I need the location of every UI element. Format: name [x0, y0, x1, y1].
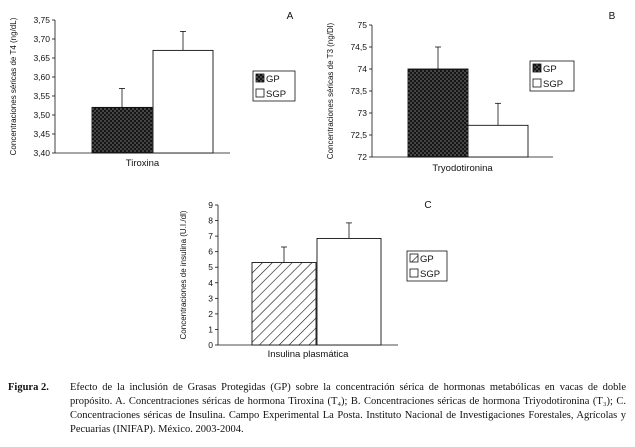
x-axis-label: Tiroxina — [126, 158, 160, 169]
y-tick-label: 3,55 — [33, 91, 50, 101]
y-tick-label: 3,45 — [33, 129, 50, 139]
caption-label: Figura 2. — [8, 382, 49, 393]
bar-gp — [251, 262, 317, 346]
bar-gp — [91, 106, 153, 154]
legend-label-gp: GP — [543, 64, 557, 75]
legend-label-gp: GP — [420, 254, 434, 265]
y-tick-label: 3,40 — [33, 148, 50, 158]
x-axis-label: Tryodotironina — [432, 163, 493, 174]
y-tick-label: 74 — [358, 64, 368, 74]
legend-swatch-sgp — [409, 268, 419, 278]
y-tick-label: 3,60 — [33, 72, 50, 82]
legend-label-sgp: SGP — [543, 79, 563, 90]
y-tick-label: 72,5 — [350, 130, 367, 140]
y-tick-label: 2 — [208, 309, 213, 319]
y-axis-label: Concentraciones de insulina (U.I./dl) — [179, 210, 188, 339]
y-tick-label: 1 — [208, 324, 213, 334]
y-tick-label: 8 — [208, 216, 213, 226]
legend-swatch-sgp — [255, 88, 265, 98]
legend-swatch-gp — [409, 253, 419, 263]
panel-letter: C — [424, 200, 431, 211]
y-tick-label: 4 — [208, 278, 213, 288]
y-tick-label: 0 — [208, 340, 213, 350]
y-tick-label: 73,5 — [350, 86, 367, 96]
caption-text: Efecto de la inclusión de Grasas Protegi… — [70, 382, 626, 435]
y-tick-label: 3,70 — [33, 34, 50, 44]
bar-sgp — [316, 237, 382, 346]
y-tick-label: 73 — [358, 108, 368, 118]
y-tick-label: 3,75 — [33, 15, 50, 25]
y-tick-label: 75 — [358, 20, 368, 30]
legend-swatch-gp — [532, 63, 542, 73]
panel-letter: B — [609, 11, 616, 22]
y-tick-label: 3,65 — [33, 53, 50, 63]
legend: GP SGP — [406, 250, 448, 282]
legend-label-sgp: SGP — [420, 269, 440, 280]
legend: GP SGP — [529, 60, 575, 92]
y-axis-label: Concentraciones séricas de T3 (ng/Dl) — [326, 22, 335, 159]
charts-root: 3,75 3,70 3,65 3,60 3,55 3,50 3,45 3,40 Tiroxina… — [9, 11, 616, 360]
y-tick-label: 74,5 — [350, 42, 367, 52]
chart-c: 9 8 7 6 5 4 3 2 1 0 Insulina plasmática Concentraci… — [179, 200, 448, 360]
y-tick-label: 3,50 — [33, 110, 50, 120]
chart-a: 3,75 3,70 3,65 3,60 3,55 3,50 3,45 3,40 Tiroxina… — [9, 11, 296, 169]
y-tick-label: 9 — [208, 200, 213, 210]
y-tick-label: 7 — [208, 231, 213, 241]
legend-swatch-gp — [255, 73, 265, 83]
chart-b: 75 74,5 74 73,5 73 72,5 72 Tryodotironina Concen… — [326, 11, 616, 174]
x-axis-label: Insulina plasmática — [268, 349, 350, 360]
y-axis-label: Concentraciones séricas de T4 (ng/dL) — [9, 17, 18, 155]
legend-label-gp: GP — [266, 74, 280, 85]
legend-label-sgp: SGP — [266, 89, 286, 100]
y-tick-label: 72 — [358, 152, 368, 162]
bar-sgp — [152, 49, 214, 154]
y-tick-label: 5 — [208, 262, 213, 272]
y-tick-label: 3 — [208, 293, 213, 303]
legend: GP SGP — [252, 70, 296, 102]
y-tick-label: 6 — [208, 247, 213, 257]
panel-letter: A — [287, 11, 294, 22]
bar-gp — [407, 68, 469, 158]
bar-sgp — [467, 124, 529, 158]
legend-swatch-sgp — [532, 78, 542, 88]
